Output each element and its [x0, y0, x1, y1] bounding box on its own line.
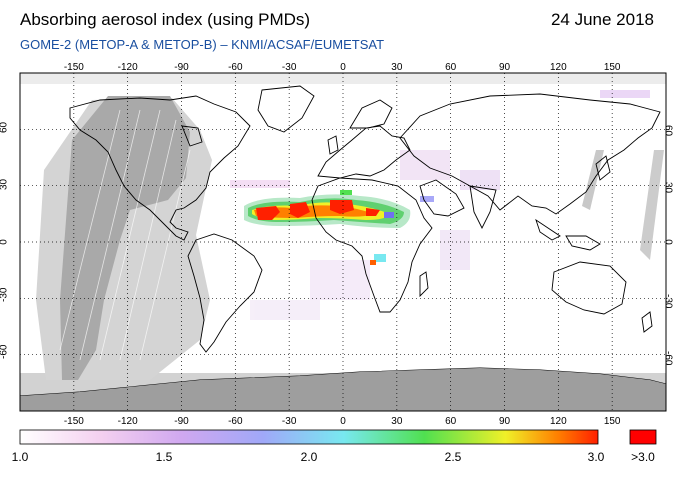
map-border [19, 72, 667, 412]
saharan-dust-plume [244, 190, 434, 265]
lat-tick-right-4: -60 [662, 350, 674, 366]
lon-tick-bottom-8: 90 [498, 416, 511, 427]
lon-tick-bottom-3: -60 [228, 416, 243, 427]
map-date: 24 June 2018 [550, 10, 654, 29]
lat-tick-right-2: 0 [662, 239, 674, 245]
lat-tick-left-2: 0 [0, 238, 10, 246]
lon-tick-top-2: -90 [174, 62, 189, 73]
lon-tick-bottom-10: 150 [603, 416, 621, 427]
lat-tick-left-3: -30 [0, 287, 10, 303]
lon-tick-bottom-5: 0 [340, 416, 346, 427]
colorbar-gradient [19, 429, 599, 445]
lon-tick-top-9: 120 [549, 62, 567, 73]
lon-tick-top-3: -60 [228, 62, 243, 73]
colorbar-label-min: 1.0 [11, 450, 29, 464]
lon-tick-top-6: 30 [391, 62, 403, 73]
lon-tick-top-10: 150 [603, 62, 621, 73]
lon-tick-bottom-4: -30 [281, 416, 297, 427]
lon-tick-bottom-6: 30 [391, 416, 403, 427]
colorbar-label-overflow: >3.0 [631, 450, 655, 464]
colorbar-overflow [629, 429, 657, 445]
lon-tick-bottom-0: -150 [63, 416, 84, 427]
aai-speckles [230, 90, 650, 320]
lon-tick-bottom-1: -120 [117, 416, 138, 427]
swath-stripes [59, 109, 191, 361]
colorbar-label-max: 3.0 [587, 450, 605, 464]
lat-tick-right-1: 30 [662, 181, 674, 193]
lon-tick-top-7: 60 [445, 62, 457, 73]
nodata-east-strip [640, 150, 664, 260]
map-subtitle: GOME-2 (METOP-A & METOP-B) – KNMI/ACSAF/… [20, 37, 385, 52]
lat-tick-left-1: 30 [0, 178, 10, 190]
graticule [20, 73, 666, 411]
lon-tick-top-1: -120 [117, 62, 138, 73]
lat-tick-right-3: -30 [662, 294, 674, 309]
lon-tick-top-4: -30 [281, 62, 297, 73]
lon-tick-top-8: 90 [498, 62, 511, 73]
colorbar-label-2-0: 2.0 [300, 450, 318, 464]
lat-tick-left-4: -60 [0, 344, 10, 359]
lon-tick-top-5: 0 [340, 62, 346, 73]
map-title: Absorbing aerosol index (using PMDs) [20, 10, 311, 29]
lon-tick-bottom-9: 120 [549, 416, 567, 427]
colorbar-label-2-5: 2.5 [444, 450, 462, 464]
lon-tick-bottom-7: 60 [445, 416, 457, 427]
lon-tick-top-0: -150 [63, 62, 84, 73]
colorbar-label-1-5: 1.5 [155, 450, 173, 464]
nodata-north-band [20, 73, 666, 84]
lat-tick-left-0: 60 [0, 122, 10, 134]
lat-tick-right-0: 60 [662, 125, 674, 137]
lon-tick-bottom-2: -90 [174, 416, 189, 427]
